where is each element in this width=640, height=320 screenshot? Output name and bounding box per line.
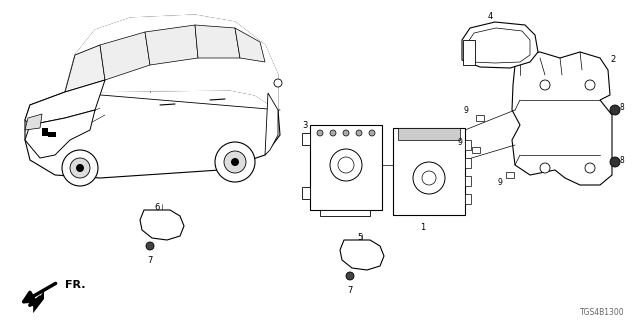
Circle shape [70,158,90,178]
Circle shape [356,130,362,136]
Bar [48,132,56,137]
Polygon shape [25,90,280,178]
Bar [463,40,475,65]
Circle shape [422,171,436,185]
Polygon shape [235,28,265,62]
Bar [506,172,514,178]
Circle shape [224,151,246,173]
Circle shape [540,80,550,90]
Polygon shape [468,28,530,63]
Bar [320,210,370,216]
Bar [465,158,471,168]
Text: 7: 7 [147,256,153,265]
Bar [42,128,48,136]
Text: FR.: FR. [65,280,86,290]
Bar [476,115,484,121]
Text: 6: 6 [154,203,160,212]
Text: 3: 3 [302,121,307,130]
Circle shape [317,130,323,136]
Circle shape [585,80,595,90]
Circle shape [369,130,375,136]
Circle shape [62,150,98,186]
Polygon shape [25,80,105,125]
Text: 8: 8 [620,156,625,164]
Bar [465,140,471,150]
Text: 9: 9 [497,178,502,187]
Bar [465,176,471,186]
Polygon shape [140,210,184,240]
Text: 9: 9 [463,106,468,115]
Polygon shape [265,93,278,155]
Circle shape [343,130,349,136]
Polygon shape [512,52,612,185]
Bar [398,128,460,140]
Polygon shape [65,15,278,110]
Circle shape [76,164,84,172]
Text: TGS4B1300: TGS4B1300 [580,308,625,317]
Bar [310,125,382,210]
Text: 9: 9 [457,138,462,147]
Polygon shape [33,291,44,313]
Circle shape [330,130,336,136]
Text: 2: 2 [610,55,615,64]
Circle shape [338,157,354,173]
Circle shape [585,163,595,173]
Text: 7: 7 [348,286,353,295]
Polygon shape [340,240,384,270]
Text: 1: 1 [420,223,426,232]
Bar [465,194,471,204]
Circle shape [610,105,620,115]
Polygon shape [25,110,95,158]
Bar [472,147,480,153]
Bar [302,133,310,145]
Bar [302,187,310,199]
Text: 5: 5 [357,233,363,242]
Circle shape [215,142,255,182]
Polygon shape [145,25,198,65]
Circle shape [346,272,354,280]
Bar [393,128,465,215]
Circle shape [540,163,550,173]
Text: 4: 4 [488,12,493,21]
Text: 8: 8 [620,102,625,111]
Circle shape [231,158,239,166]
Polygon shape [100,32,150,80]
Polygon shape [195,25,240,58]
Circle shape [146,242,154,250]
Circle shape [274,79,282,87]
Circle shape [610,157,620,167]
Circle shape [330,149,362,181]
Polygon shape [462,22,538,68]
Polygon shape [65,45,105,92]
Circle shape [413,162,445,194]
Polygon shape [25,114,42,130]
